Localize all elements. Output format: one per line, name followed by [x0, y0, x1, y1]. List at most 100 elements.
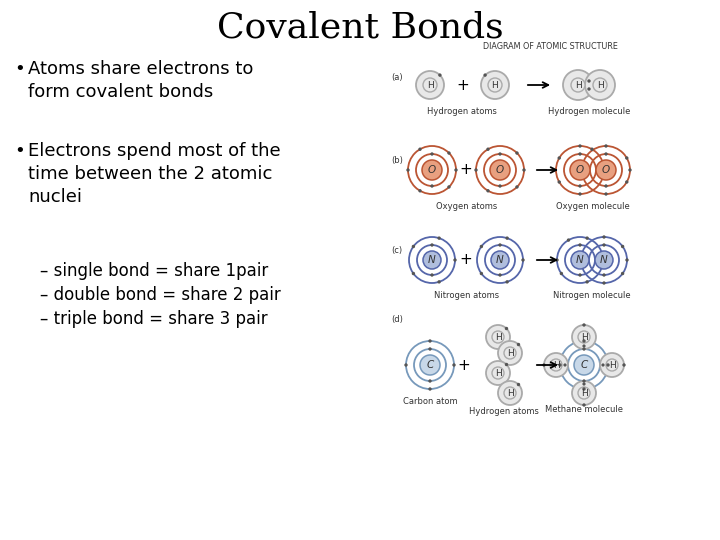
Circle shape: [448, 186, 450, 188]
Text: Nitrogen atoms: Nitrogen atoms: [434, 291, 500, 300]
Circle shape: [413, 273, 415, 274]
Circle shape: [419, 190, 421, 192]
Circle shape: [429, 388, 431, 390]
Text: H: H: [608, 361, 616, 369]
Circle shape: [419, 148, 421, 150]
Circle shape: [454, 259, 456, 261]
Text: Hydrogen atoms: Hydrogen atoms: [427, 107, 497, 116]
Circle shape: [431, 274, 433, 276]
Text: •: •: [14, 60, 24, 78]
Circle shape: [623, 364, 625, 366]
Text: H: H: [597, 80, 603, 90]
Circle shape: [498, 381, 522, 405]
Circle shape: [498, 341, 522, 365]
Text: +: +: [459, 163, 472, 178]
Circle shape: [544, 353, 568, 377]
Circle shape: [487, 190, 489, 192]
Text: O: O: [576, 165, 584, 175]
Text: Hydrogen molecule: Hydrogen molecule: [548, 107, 630, 116]
Circle shape: [431, 153, 433, 155]
Text: H: H: [575, 80, 581, 90]
Circle shape: [484, 74, 486, 76]
Text: (c): (c): [391, 246, 402, 255]
Circle shape: [480, 246, 482, 247]
Text: H: H: [495, 333, 501, 341]
Text: C: C: [426, 360, 433, 370]
Circle shape: [564, 364, 566, 366]
Text: (b): (b): [391, 156, 403, 165]
Circle shape: [560, 273, 562, 274]
Circle shape: [603, 282, 605, 284]
Circle shape: [606, 359, 618, 371]
Text: H: H: [495, 368, 501, 377]
Text: Oxygen atoms: Oxygen atoms: [436, 202, 498, 211]
Circle shape: [543, 364, 545, 366]
Circle shape: [499, 244, 501, 246]
Circle shape: [605, 153, 607, 155]
Circle shape: [499, 153, 501, 155]
Circle shape: [475, 169, 477, 171]
Text: Methane molecule: Methane molecule: [545, 405, 623, 414]
Circle shape: [423, 251, 441, 269]
Circle shape: [605, 193, 607, 195]
Circle shape: [490, 160, 510, 180]
Circle shape: [455, 169, 457, 171]
Circle shape: [588, 80, 590, 82]
Circle shape: [602, 364, 604, 366]
Circle shape: [579, 185, 581, 187]
Circle shape: [567, 239, 570, 241]
Circle shape: [583, 345, 585, 347]
Circle shape: [572, 381, 596, 405]
Text: O: O: [602, 165, 610, 175]
Circle shape: [504, 347, 516, 359]
Circle shape: [558, 181, 560, 183]
Text: – triple bond = share 3 pair: – triple bond = share 3 pair: [40, 310, 268, 328]
Circle shape: [579, 193, 581, 195]
Text: +: +: [456, 78, 469, 92]
Circle shape: [506, 281, 508, 283]
Text: N: N: [600, 255, 608, 265]
Circle shape: [505, 328, 508, 329]
Text: Oxygen molecule: Oxygen molecule: [556, 202, 630, 211]
Circle shape: [423, 78, 437, 92]
Circle shape: [572, 325, 596, 349]
Circle shape: [629, 169, 631, 171]
Text: H: H: [580, 388, 588, 397]
Circle shape: [595, 251, 613, 269]
Text: Electrons spend most of the
time between the 2 atomic
nuclei: Electrons spend most of the time between…: [28, 142, 281, 206]
Text: (a): (a): [391, 73, 402, 82]
Text: DIAGRAM OF ATOMIC STRUCTURE: DIAGRAM OF ATOMIC STRUCTURE: [482, 42, 618, 51]
Circle shape: [596, 160, 616, 180]
Text: •: •: [14, 142, 24, 160]
Circle shape: [448, 152, 450, 154]
Circle shape: [480, 273, 482, 274]
Circle shape: [492, 367, 504, 379]
Text: H: H: [492, 80, 498, 90]
Circle shape: [550, 359, 562, 371]
Circle shape: [571, 251, 589, 269]
Circle shape: [499, 185, 501, 187]
Text: N: N: [496, 255, 504, 265]
Circle shape: [429, 380, 431, 382]
Text: H: H: [427, 80, 433, 90]
Circle shape: [422, 160, 442, 180]
Circle shape: [605, 185, 607, 187]
Circle shape: [420, 355, 440, 375]
Text: – double bond = share 2 pair: – double bond = share 2 pair: [40, 286, 281, 304]
Circle shape: [583, 404, 585, 406]
Circle shape: [600, 353, 624, 377]
Circle shape: [438, 237, 440, 239]
Circle shape: [429, 340, 431, 342]
Text: Hydrogen atoms: Hydrogen atoms: [469, 407, 539, 416]
Circle shape: [559, 364, 561, 366]
Circle shape: [571, 78, 585, 92]
Circle shape: [492, 331, 504, 343]
Circle shape: [603, 274, 605, 276]
Text: +: +: [458, 357, 470, 373]
Circle shape: [429, 348, 431, 350]
Circle shape: [579, 153, 581, 155]
Circle shape: [504, 387, 516, 399]
Circle shape: [518, 383, 519, 386]
Circle shape: [488, 78, 502, 92]
Circle shape: [578, 387, 590, 399]
